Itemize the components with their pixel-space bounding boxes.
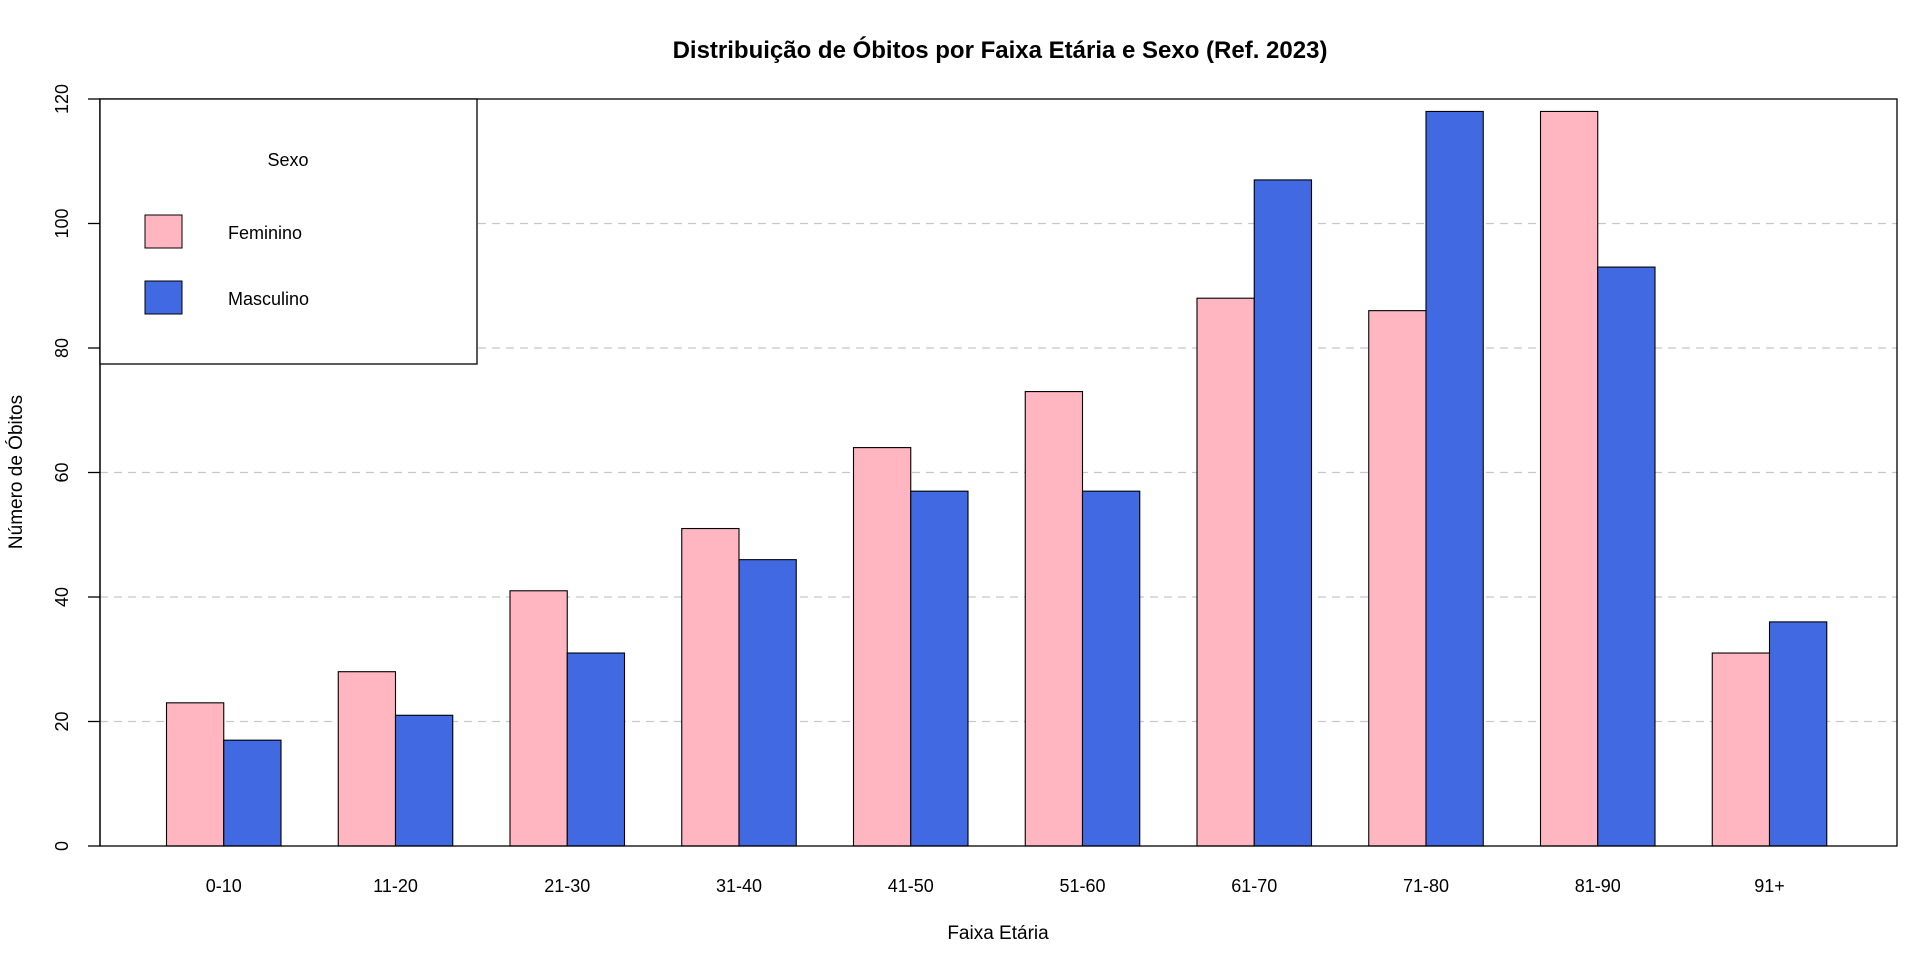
chart-title: Distribuição de Óbitos por Faixa Etária … [673,36,1328,64]
y-axis: 0 20 40 60 80 100 120 [52,84,101,851]
y-tick-label: 40 [52,587,72,607]
x-tick-label: 51-60 [1059,876,1105,896]
bar-feminino-31-40 [681,527,740,847]
bar-feminino-0-10 [165,702,225,847]
y-tick-label: 100 [52,208,72,238]
x-tick-label: 21-30 [544,876,590,896]
bar-feminino-51-60 [1024,391,1084,847]
bar-feminino-61-70 [1196,297,1255,847]
bar-masculino-61-70 [1253,179,1313,847]
bar-feminino-21-30 [509,590,568,847]
x-tick-label: 61-70 [1231,876,1277,896]
y-tick-label: 20 [52,711,72,731]
bar-feminino-71-80 [1368,310,1427,847]
bar-masculino-21-30 [566,652,626,847]
legend-label-feminino: Feminino [228,223,302,243]
bar-masculino-51-60 [1081,490,1141,847]
legend-title: Sexo [267,150,308,170]
legend-swatch-masculino [144,280,183,315]
x-tick-label: 31-40 [716,876,762,896]
legend-swatch-feminino [144,214,183,249]
legend-label-masculino: Masculino [228,289,309,309]
bar-feminino-11-20 [337,671,397,847]
y-tick-label: 80 [52,338,72,358]
x-tick-label: 91+ [1754,876,1785,896]
bar-feminino-41-50 [852,447,912,847]
bar-masculino-0-10 [223,739,282,847]
legend-box [99,98,478,365]
y-tick-label: 0 [52,841,72,851]
bar-masculino-71-80 [1425,110,1484,847]
bars [165,110,1828,847]
bar-masculino-31-40 [738,559,797,847]
bar-masculino-11-20 [394,714,454,847]
x-axis-label: Faixa Etária [947,923,1049,944]
x-tick-label: 71-80 [1403,876,1449,896]
y-tick-label: 60 [52,462,72,482]
y-tick-label: 120 [52,84,72,114]
legend: Sexo Feminino Masculino [99,98,478,365]
bar-feminino-91+ [1711,652,1771,847]
bar-masculino-91+ [1768,621,1828,847]
x-tick-label: 81-90 [1575,876,1621,896]
y-axis-label: Número de Óbitos [5,395,27,549]
bar-masculino-41-50 [910,490,969,847]
bar-feminino-81-90 [1539,110,1599,847]
x-tick-label: 41-50 [888,876,934,896]
x-tick-label: 11-20 [373,876,418,896]
x-tick-label: 0-10 [206,876,242,896]
bar-masculino-81-90 [1597,266,1656,847]
x-axis: 0-10 11-20 21-30 31-40 41-50 51-60 61-70 71-80 8… [206,876,1785,896]
